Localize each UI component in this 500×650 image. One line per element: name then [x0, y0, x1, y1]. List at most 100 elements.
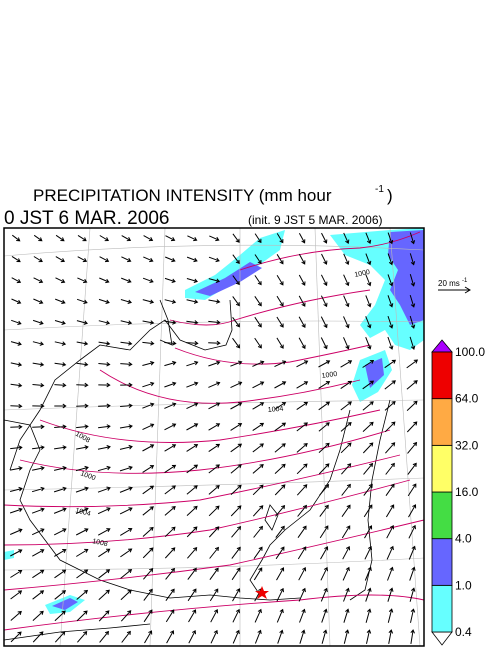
wind-arrow — [274, 484, 286, 496]
wind-arrow — [54, 320, 66, 325]
coast — [3, 623, 151, 641]
wind-arrow — [409, 294, 416, 308]
wind-arrow — [120, 361, 133, 367]
wind-arrow — [387, 295, 394, 308]
wind-arrow — [186, 256, 198, 263]
wind-arrow — [53, 486, 67, 493]
wind-arrow — [187, 547, 198, 559]
wind-arrow — [274, 402, 287, 410]
wind-arrow — [252, 422, 265, 432]
wind-arrow — [385, 504, 395, 518]
wind-arrow — [119, 424, 133, 429]
wind-arrow — [164, 464, 177, 474]
isobar-label: 1004 — [74, 507, 91, 518]
wind-arrow — [210, 629, 218, 644]
wind-arrow — [97, 507, 111, 515]
wind-arrow — [362, 380, 375, 390]
wind-arrow — [232, 254, 240, 265]
wind-arrow — [208, 381, 221, 388]
wind-arrow — [120, 569, 133, 579]
precip-patch — [388, 230, 424, 325]
wind-arrow — [142, 465, 155, 473]
wind-arrow — [408, 524, 416, 539]
wind-arrow — [208, 443, 221, 453]
wind-arrow — [75, 507, 89, 515]
colorbar-over — [431, 339, 453, 353]
wind-arrow — [296, 442, 308, 453]
wind-arrow — [120, 299, 132, 304]
wind-arrow — [409, 587, 416, 602]
wind-arrow — [55, 298, 66, 304]
wind-arrow — [76, 298, 88, 304]
wind-arrow — [276, 233, 284, 244]
wind-arrow — [296, 381, 309, 389]
wind-arrow — [208, 402, 221, 410]
wind-arrow — [274, 443, 286, 453]
grid-line — [59, 227, 91, 647]
colorbar-under — [431, 631, 453, 646]
wind-arrow — [11, 234, 21, 242]
station-marker — [255, 586, 269, 599]
wind-arrow — [33, 256, 43, 263]
wind-arrow — [386, 524, 394, 539]
isobar-label: 1008 — [92, 538, 109, 548]
wind-arrow — [276, 337, 284, 349]
wind-arrow — [298, 253, 306, 265]
wind-arrow — [208, 320, 221, 325]
wind-arrow — [121, 256, 132, 263]
wind-arrow — [296, 360, 309, 368]
wind-arrow — [406, 400, 418, 411]
wind-arrow — [387, 253, 394, 266]
wind-arrow — [253, 567, 263, 581]
isobar-label: 1000 — [321, 371, 338, 380]
wind-arrow — [209, 235, 220, 242]
wind-arrow — [164, 299, 177, 304]
graticule — [3, 227, 425, 647]
wind-arrow — [385, 462, 395, 475]
wind-arrow — [55, 256, 65, 263]
wind-arrow — [387, 336, 394, 350]
wind-arrow — [97, 465, 111, 472]
wind-arrow — [230, 484, 242, 495]
wind-arrow — [253, 525, 263, 538]
colorbar-label: 4.0 — [455, 532, 472, 546]
wind-arrow — [164, 505, 176, 516]
isobar — [239, 231, 421, 271]
isobar — [99, 369, 361, 404]
wind-arrow — [75, 528, 89, 536]
wind-arrow — [32, 403, 45, 409]
wind-arrow — [32, 383, 45, 388]
wind-arrow — [54, 424, 67, 429]
wind-arrow — [32, 590, 45, 600]
wind-arrow — [232, 588, 241, 602]
wind-arrow — [407, 483, 417, 497]
wind-arrow — [143, 235, 154, 242]
wind-arrow — [97, 486, 111, 493]
wind-arrow — [254, 275, 262, 286]
wind-arrow — [119, 444, 133, 450]
wind-arrow — [32, 341, 45, 346]
wind-arrow — [76, 445, 89, 450]
wind-arrow — [98, 382, 111, 388]
wind-arrow — [386, 545, 394, 560]
wind-arrow — [296, 463, 308, 475]
wind-arrow — [252, 443, 264, 453]
wind-arrow — [98, 403, 111, 409]
wind-arrow — [186, 485, 198, 495]
wind-arrow — [120, 589, 132, 601]
wind-arrow — [299, 608, 306, 623]
wind-arrow — [318, 360, 331, 368]
wind-arrow — [10, 341, 22, 346]
wind-arrow — [232, 337, 241, 349]
wind-arrow — [55, 234, 65, 242]
wind-arrow — [365, 253, 372, 266]
wind-arrow — [410, 629, 415, 644]
wind-arrow — [142, 423, 155, 431]
wind-arrow — [75, 486, 89, 493]
wind-arrow — [99, 277, 110, 284]
isobars — [3, 231, 425, 631]
wind-arrow — [387, 608, 394, 623]
wind-arrow — [209, 588, 219, 602]
wind-arrow — [53, 466, 67, 471]
